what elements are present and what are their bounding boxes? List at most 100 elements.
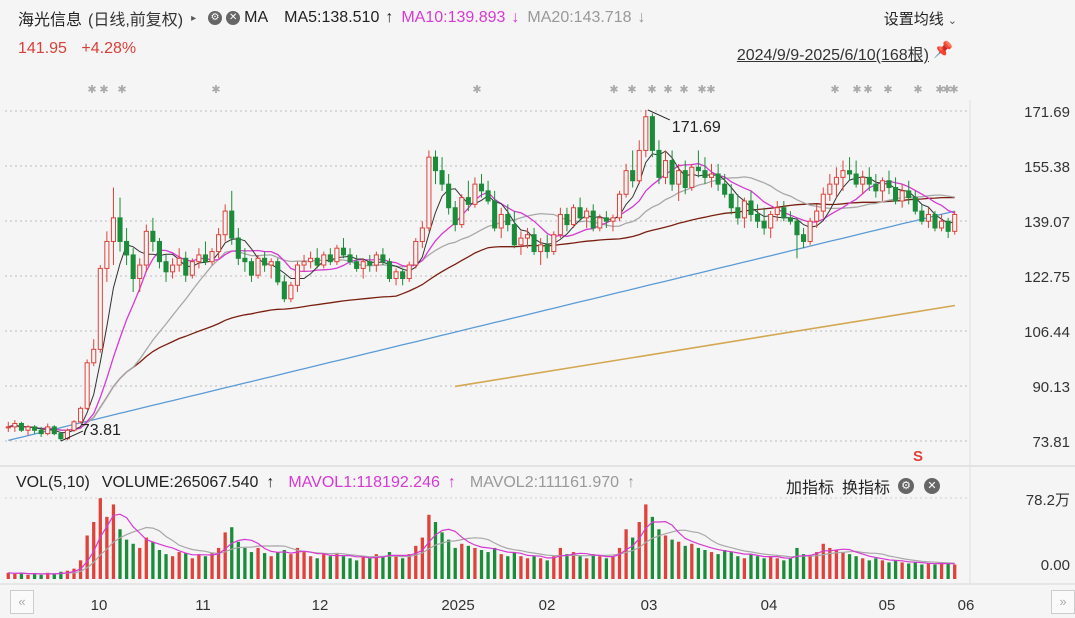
volume-bar [13,573,17,579]
candle-body [932,213,938,229]
candle-body [577,207,583,219]
candle-body [755,213,761,222]
candle-body [84,362,90,409]
volume-gear-icon[interactable]: ⚙ [898,478,915,494]
volume-bar [446,539,451,579]
candle-body [426,156,432,229]
volume-bar [946,563,950,579]
candle-body [117,217,123,242]
volume-bar [525,558,530,579]
candle-body [820,193,826,212]
close-icon[interactable]: ✕ [226,11,241,25]
indicator-buttons: 加指标 换指标 ⚙ ✕ [786,474,950,498]
candle-body [860,176,866,185]
candle-body [189,261,195,276]
candle-body [669,160,675,185]
pin-icon[interactable]: 📌 [933,42,953,59]
volume-bar [716,554,720,579]
period-label[interactable]: (日线,前复权) [88,12,184,29]
candle-body [603,217,609,222]
volume-tick-label: 78.2万 [1026,492,1070,509]
candle-body [801,234,807,242]
candle-body [814,210,820,222]
price-tick-label: 90.13 [1032,379,1070,396]
volume-tick-label: 0.00 [1041,557,1070,574]
candle-body [584,210,590,219]
candle-body [873,183,879,192]
volume-indicator-name[interactable]: VOL(5,10) [16,474,90,491]
candle-body [209,251,215,263]
volume-bar [512,552,517,579]
candle-body [531,234,537,253]
candle-body [590,210,596,229]
candle-body [459,197,465,226]
ma60-line [8,196,955,431]
volume-arrow-icon: ↑ [266,474,275,491]
candle-body [662,160,669,178]
volume-bar [164,554,168,579]
candle-body [912,197,918,212]
volume-bar [769,556,773,579]
volume-bar [26,574,30,579]
mavol2-arrow-icon: ↑ [627,474,636,491]
candle-body [919,210,925,222]
switch-indicator-button[interactable]: 换指标 [842,480,891,497]
candle-body [248,261,255,276]
volume-bar [893,560,898,579]
volume-bar [703,549,707,579]
candle-body [406,264,412,280]
volume-bar [407,554,411,579]
volume-bar [315,558,319,579]
candle-body [702,170,708,178]
volume-bar [302,552,306,579]
volume-bar [552,556,556,579]
volume-header: VOL(5,10) VOLUME:265067.540 ↑ MAVOL1:118… [16,474,643,492]
candle-body [833,176,839,185]
ma20-line [8,176,955,431]
caret-right-icon[interactable]: ▸ [191,12,197,24]
volume-bar [105,516,109,579]
volume-bar [170,556,175,579]
event-marker-icon: ✱ [697,83,706,96]
candle-body [446,183,452,209]
candle-body [807,220,813,242]
candle-body [643,116,649,151]
candle-body [216,234,222,253]
candle-body [419,227,425,242]
stock-name[interactable]: 海光信息 [18,12,83,29]
x-tick-label: 10 [91,597,108,614]
candle-body [183,257,189,276]
candle-body [886,180,892,188]
candle-body [636,149,642,182]
candle-body [794,220,800,236]
date-range[interactable]: 2024/9/9-2025/6/10(168根) [736,47,929,64]
event-marker-icon: ✱ [706,83,715,96]
volume-bar [479,549,484,579]
gear-icon[interactable]: ⚙ [208,11,223,25]
volume-bar [131,543,135,579]
ma-settings-button[interactable]: 设置均线 ⌄ [884,8,957,29]
volume-bar [926,563,931,579]
ma5-arrow-icon: ↑ [385,9,394,26]
candle-body [281,281,287,300]
candle-body [538,244,544,253]
candle-body [616,193,623,219]
candle-body [124,240,130,256]
volume-bar [184,553,188,579]
volume-bar [65,570,70,579]
candle-body [695,166,701,172]
volume-bar [775,558,779,579]
candle-body [242,257,248,263]
volume-bar [473,547,477,579]
scroll-left-icon[interactable]: « [10,590,34,614]
volume-bar [118,529,122,579]
volume-bar [203,556,208,579]
volume-bar [591,554,595,579]
scroll-right-icon[interactable]: » [1051,590,1075,614]
add-indicator-button[interactable]: 加指标 [786,480,835,497]
volume-close-icon[interactable]: ✕ [924,478,941,494]
volume-bar [308,556,313,579]
x-tick-label: 04 [761,597,778,614]
candle-body [741,200,747,219]
volume-bar [847,554,852,579]
